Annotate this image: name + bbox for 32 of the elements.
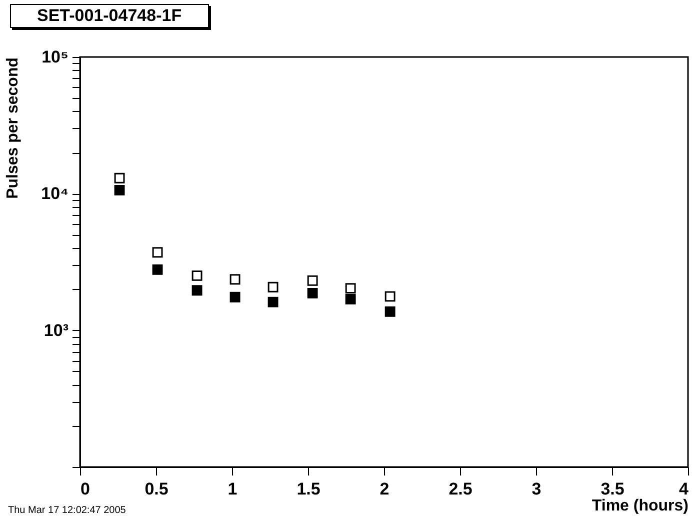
x-axis-title: Time (hours) — [592, 498, 688, 514]
x-tick-label: 3 — [532, 480, 542, 498]
point — [230, 274, 240, 285]
point — [345, 283, 356, 294]
point — [192, 285, 202, 296]
y-tick-label: 10⁴ — [41, 184, 68, 204]
x-tick-label: 1.5 — [296, 480, 320, 498]
point — [152, 264, 163, 275]
x-tick-label: 0 — [80, 480, 90, 498]
y-tick-label: 10³ — [44, 320, 69, 340]
point — [114, 184, 125, 196]
point — [307, 275, 318, 286]
x-tick-label: 4 — [679, 480, 690, 498]
point — [345, 294, 356, 304]
chart-title: SET-001-04748-1F — [10, 4, 209, 28]
x-tick-label: 2 — [380, 480, 390, 498]
x-tick-label: 2.5 — [448, 480, 472, 498]
point — [152, 247, 163, 258]
x-tick-label: 0.5 — [144, 480, 168, 498]
point — [192, 270, 202, 281]
point — [230, 292, 240, 302]
y-tick-label: 10⁵ — [42, 48, 68, 66]
y-axis-title: Pulses per second — [4, 58, 22, 199]
point — [384, 306, 396, 317]
point — [114, 172, 125, 184]
x-tick-label: 1 — [228, 480, 238, 498]
point — [268, 282, 278, 292]
text: Thu Mar 17 12:02:47 2005 — [8, 505, 126, 516]
point — [268, 296, 278, 308]
point — [307, 288, 318, 298]
point — [384, 291, 396, 302]
x-tick-label: 3.5 — [600, 480, 624, 498]
